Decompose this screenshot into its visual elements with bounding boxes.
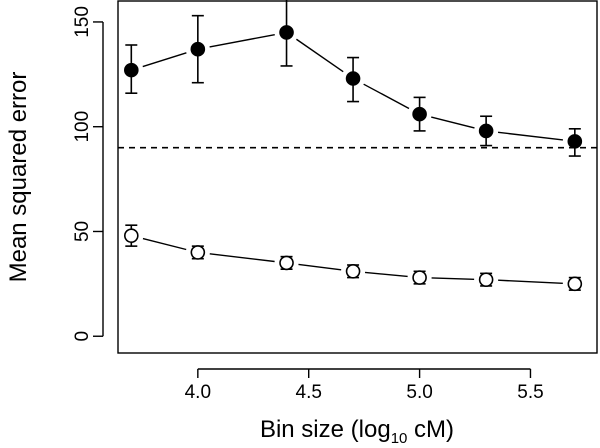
x-axis-label: Bin size (log10 cM) [260,416,454,447]
series-line-segment [431,116,475,129]
plot-frame [117,0,598,354]
series-line-segment [142,237,187,251]
data-point [567,276,583,292]
series-line-segment [298,263,342,271]
y-axis: 0 50 100 150 [72,6,104,342]
x-axis-label-subscript: 10 [391,430,408,447]
data-point [279,255,294,271]
series-line-segment [498,279,563,284]
y-axis-label: Mean squared error [5,72,32,283]
series-line-segment [364,271,408,278]
x-tick-label: 5.0 [406,382,432,403]
data-point [190,245,206,260]
series-line-segment [296,38,344,73]
x-axis-label-main: Bin size (log [260,416,391,443]
data-point [345,263,361,279]
series-line-segment [431,277,475,280]
series-line-segment [497,131,563,141]
x-tick-label: 4.0 [185,382,211,403]
y-tick-label: 50 [72,221,93,242]
x-axis: 4.0 4.5 5.0 5.5 [185,368,544,403]
x-axis-label-end: cM) [407,416,454,443]
data-point [478,123,494,139]
series-line-segment [209,253,275,263]
data-point [124,62,139,78]
data-point [345,71,361,86]
series-line-segment [209,33,275,48]
series-1 [124,0,583,157]
data-point [124,228,139,243]
data-point [190,41,206,57]
data-point [279,25,294,40]
x-tick-label: 4.5 [296,382,322,403]
y-tick-label: 150 [72,6,93,38]
data-point [567,134,583,149]
y-tick-label: 100 [72,111,93,143]
series-line-segment [142,52,187,68]
series-line-segment [363,83,410,110]
plot-area [118,0,597,292]
data-point [412,106,427,122]
x-tick-label: 5.5 [517,382,543,403]
data-point [412,270,427,285]
data-point [478,272,494,287]
y-tick-label: 0 [72,331,93,342]
series-2 [124,224,583,292]
